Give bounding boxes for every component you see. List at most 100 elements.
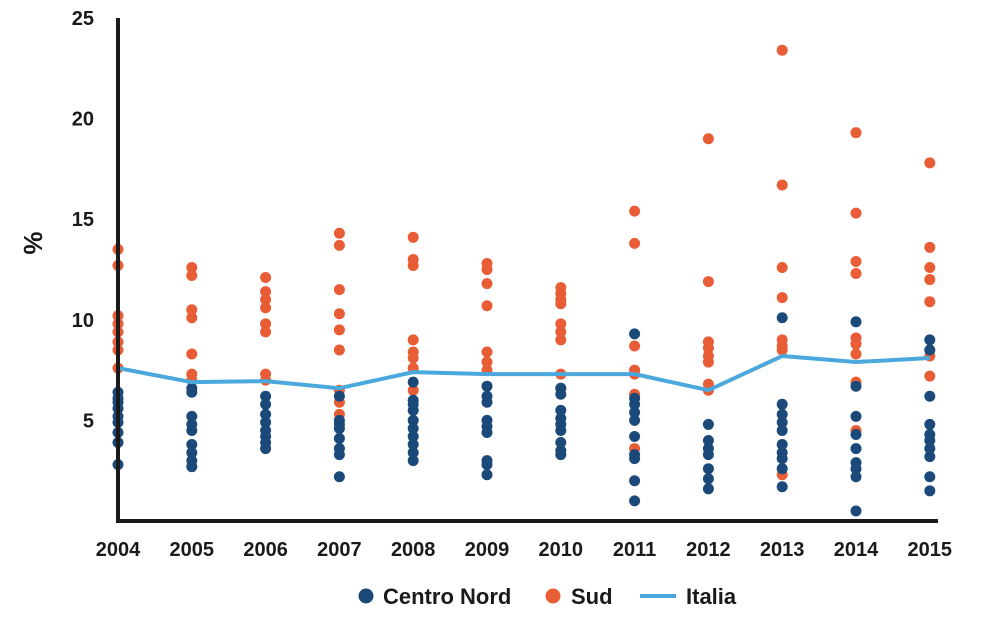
data-point (333, 308, 345, 320)
y-tick-label: 10 (72, 310, 94, 332)
data-point (186, 461, 198, 473)
data-point (629, 328, 641, 340)
data-point (186, 410, 198, 422)
data-point (260, 408, 272, 420)
data-point (850, 255, 862, 267)
data-point (629, 398, 641, 410)
data-point (481, 380, 493, 392)
x-tick-label: 2011 (613, 539, 656, 561)
data-point (629, 414, 641, 426)
legend-item: Centro Nord (358, 584, 511, 609)
legend-label: Sud (571, 584, 613, 609)
data-point (260, 294, 272, 306)
data-point (702, 483, 714, 495)
data-point (776, 44, 788, 56)
data-point (555, 424, 567, 436)
x-tick-labels: 2004 2005 2006 2007 2008 2009 2010 2011 2012 2013… (96, 539, 952, 561)
data-point (555, 388, 567, 400)
data-point (407, 430, 419, 442)
data-point (924, 241, 936, 253)
legend: Centro Nord Sud Italia (358, 584, 737, 609)
data-point (333, 227, 345, 239)
data-point (555, 437, 567, 449)
data-point (629, 237, 641, 249)
series-centro-nord (112, 312, 936, 517)
data-point (924, 344, 936, 356)
data-point (481, 278, 493, 290)
y-tick-label: 25 (72, 8, 94, 30)
data-point (850, 348, 862, 360)
data-point (407, 447, 419, 459)
data-point (407, 384, 419, 396)
data-point (776, 416, 788, 428)
data-point (776, 261, 788, 273)
data-point (333, 284, 345, 296)
data-point (333, 449, 345, 461)
data-point (702, 435, 714, 447)
data-point (481, 459, 493, 471)
data-point (333, 324, 345, 336)
data-point (924, 485, 936, 497)
data-point (333, 344, 345, 356)
data-point (555, 326, 567, 338)
data-point (850, 443, 862, 455)
data-point (702, 276, 714, 288)
data-point (776, 424, 788, 436)
data-point (407, 334, 419, 346)
data-point (260, 272, 272, 284)
data-point (924, 451, 936, 463)
data-point (924, 390, 936, 402)
data-point (702, 356, 714, 368)
data-point (702, 133, 714, 145)
data-point (407, 259, 419, 271)
data-point (407, 231, 419, 243)
data-point (850, 316, 862, 328)
data-point (407, 422, 419, 434)
data-point (850, 380, 862, 392)
data-point (407, 376, 419, 388)
data-point (481, 264, 493, 275)
data-point (555, 449, 567, 461)
data-point (186, 447, 198, 459)
data-point (629, 430, 641, 442)
data-point (407, 455, 419, 467)
series-italia-line (117, 354, 930, 393)
data-point (186, 312, 198, 324)
data-point (260, 390, 272, 402)
data-point (924, 274, 936, 286)
data-point (260, 302, 272, 314)
x-tick-label: 2015 (908, 539, 953, 561)
x-tick-label: 2013 (760, 539, 805, 561)
data-point (407, 439, 419, 451)
data-point (481, 396, 493, 408)
data-point (481, 300, 493, 312)
data-point (850, 207, 862, 219)
data-point (186, 261, 198, 273)
x-tick-label: 2010 (539, 539, 584, 561)
data-point (333, 433, 345, 445)
data-point (481, 469, 493, 481)
data-point (260, 326, 272, 338)
data-point (629, 453, 641, 465)
legend-item: Sud (545, 584, 613, 609)
data-point (924, 334, 936, 346)
data-point (924, 296, 936, 308)
data-point (555, 404, 567, 416)
data-point (555, 334, 567, 346)
data-point (776, 179, 788, 191)
data-point (776, 292, 788, 304)
legend-item: Italia (640, 584, 737, 609)
data-point (186, 439, 198, 451)
x-tick-label: 2007 (317, 539, 362, 561)
axes (116, 18, 938, 523)
x-tick-label: 2006 (243, 539, 288, 561)
data-point (776, 312, 788, 324)
data-point (924, 435, 936, 447)
data-point (333, 390, 345, 402)
data-point (186, 348, 198, 360)
data-point (629, 205, 641, 217)
data-point (629, 406, 641, 418)
data-point (702, 342, 714, 354)
legend-label: Italia (686, 584, 737, 609)
data-point (776, 439, 788, 451)
